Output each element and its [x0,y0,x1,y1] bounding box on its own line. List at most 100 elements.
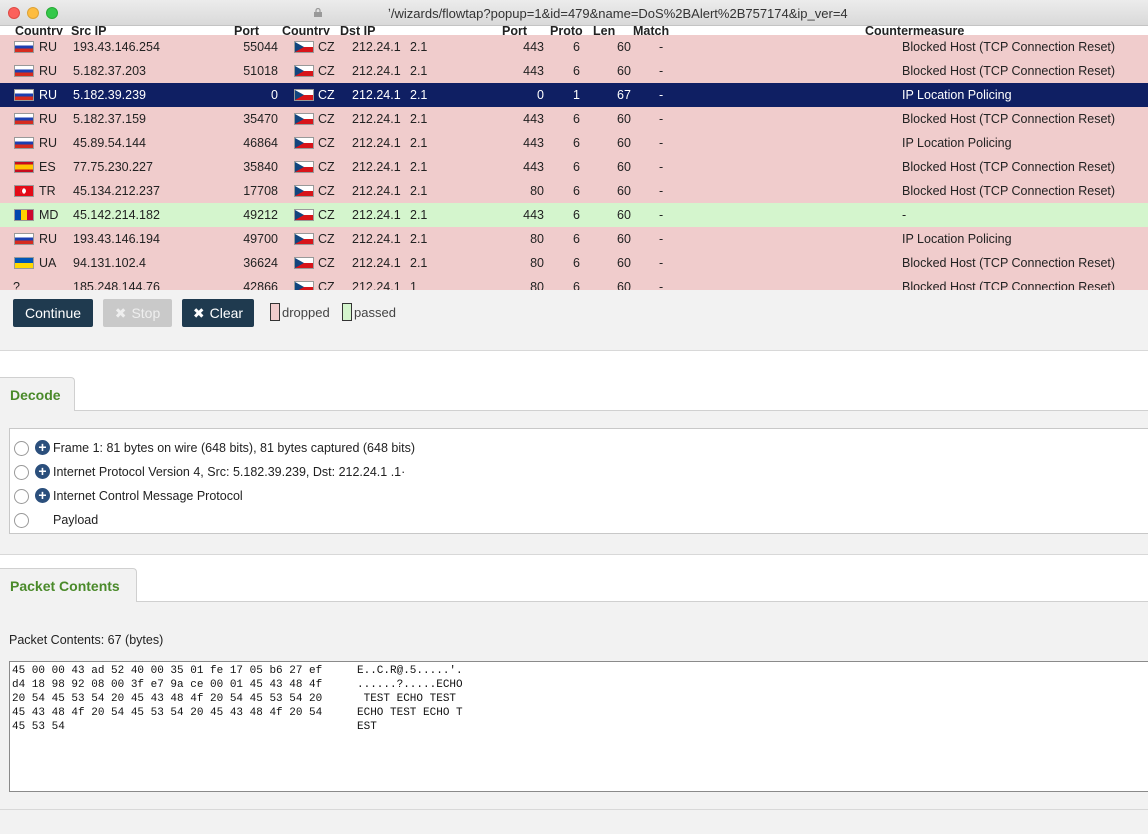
cell-countermeasure: Blocked Host (TCP Connection Reset) [902,256,1116,270]
clear-button[interactable]: ✖ Clear [182,299,254,327]
cell-src-port: 35470 [243,112,278,126]
cell-src-port: 49212 [243,208,278,222]
cell-src-ip: 45.142.214.182 [73,208,160,222]
table-row[interactable]: TR 45.134.212.237 17708 CZ 212.24.1 2.1 80 6 60… [0,179,1148,203]
flag-es-icon [14,161,34,173]
tab-packet-contents[interactable]: Packet Contents [0,568,137,602]
cell-dst-country: CZ [318,280,335,290]
select-radio[interactable] [14,441,29,456]
cell-src-port: 55044 [243,40,278,54]
cell-match: - [659,280,664,290]
zoom-window-button[interactable] [46,7,58,19]
table-row[interactable]: RU 193.43.146.194 49700 CZ 212.24.1 2.1 80 6 60… [0,227,1148,251]
table-row[interactable]: RU 5.182.39.239 0 CZ 212.24.1 2.1 0 1 67 - IP Loc… [0,83,1148,107]
cell-dst-port: 443 [523,136,544,150]
cell-len: 60 [617,64,631,78]
cell-countermeasure: Blocked Host (TCP Connection Reset) [902,184,1116,198]
cell-dst-ip: 212.24.1 [352,112,401,126]
expand-plus-icon[interactable]: + [35,488,50,503]
packet-tab-strip [0,601,1148,661]
hex-ascii: ECHO TEST ECHO T [357,707,463,719]
cell-dst-ip-tail: 2.1 [410,256,428,270]
table-row[interactable]: ES 77.75.230.227 35840 CZ 212.24.1 2.1 443 6 60… [0,155,1148,179]
cell-len: 60 [617,112,631,126]
cell-dst-ip-tail: 2.1 [410,184,428,198]
cell-len: 60 [617,136,631,150]
window-url: ʼ/wizards/flowtap?popup=1&id=479&name=Do… [388,6,848,21]
cell-dst-ip: 212.24.1 [352,136,401,150]
flag-cz-icon [294,65,314,77]
cell-dst-ip: 212.24.1 [352,256,401,270]
decode-item[interactable]: + Internet Control Message Protocol [10,485,1148,505]
cell-proto: 6 [573,160,580,174]
table-row[interactable]: RU 193.43.146.254 55044 CZ 212.24.1 2.1 443 6 6… [0,35,1148,59]
flag-ua-icon [14,257,34,269]
cell-src-country: MD [39,208,59,222]
table-row[interactable]: ? 185.248.144.76 42866 CZ 212.24.1 1 80 6 60 - Blo… [0,275,1148,290]
close-window-button[interactable] [8,7,20,19]
cell-src-country: ? [13,280,20,290]
decode-header-area [0,351,1148,411]
cell-src-country: RU [39,136,58,150]
cell-countermeasure: - [902,208,907,222]
table-row[interactable]: UA 94.131.102.4 36624 CZ 212.24.1 2.1 80 6 60 - B… [0,251,1148,275]
hex-ascii: TEST ECHO TEST [357,693,463,705]
cell-dst-ip-tail: 1 [410,280,417,290]
select-radio[interactable] [14,513,29,528]
cell-dst-country: CZ [318,160,335,174]
clear-x-icon: ✖ [192,304,205,321]
section-divider [0,809,1148,810]
minimize-window-button[interactable] [27,7,39,19]
decode-item-label: Internet Control Message Protocol [53,489,243,503]
cell-match: - [659,256,664,270]
select-radio[interactable] [14,489,29,504]
decode-item[interactable]: Payload [10,509,1148,529]
select-radio[interactable] [14,465,29,480]
cell-countermeasure: Blocked Host (TCP Connection Reset) [902,160,1116,174]
cell-dst-ip-tail: 2.1 [410,232,428,246]
cell-dst-ip-tail: 2.1 [410,40,428,54]
cell-src-port: 0 [271,88,278,102]
flag-cz-icon [294,41,314,53]
cell-dst-country: CZ [318,184,335,198]
table-row[interactable]: RU 45.89.54.144 46864 CZ 212.24.1 2.1 443 6 60 -… [0,131,1148,155]
flag-md-icon [14,209,34,221]
flag-ru-icon [14,89,34,101]
cell-proto: 6 [573,280,580,290]
flag-ru-icon [14,137,34,149]
cell-match: - [659,64,664,78]
continue-label: Continue [24,305,82,321]
tab-decode[interactable]: Decode [0,377,75,411]
decode-item[interactable]: + Internet Protocol Version 4, Src: 5.182… [10,461,1148,481]
cell-src-port: 46864 [243,136,278,150]
cell-len: 60 [617,232,631,246]
hex-bytes: 20 54 45 53 54 20 45 43 48 4f 20 54 45 5… [12,693,323,705]
section-divider [0,350,1148,351]
cell-len: 60 [617,184,631,198]
expand-plus-icon[interactable]: + [35,440,50,455]
cell-src-ip: 185.248.144.76 [73,280,160,290]
stop-button[interactable]: ✖ Stop [103,299,172,327]
cell-dst-port: 80 [530,256,544,270]
cell-dst-country: CZ [318,256,335,270]
table-row[interactable]: RU 5.182.37.203 51018 CZ 212.24.1 2.1 443 6 60 -… [0,59,1148,83]
continue-button[interactable]: Continue [13,299,93,327]
table-row[interactable]: MD 45.142.214.182 49212 CZ 212.24.1 2.1 443 6 6… [0,203,1148,227]
hex-ascii: E..C.R@.5.....'. [357,665,463,677]
cell-proto: 6 [573,256,580,270]
cell-proto: 6 [573,232,580,246]
expand-plus-icon[interactable]: + [35,464,50,479]
cell-src-port: 35840 [243,160,278,174]
stop-label: Stop [131,305,161,321]
cell-dst-country: CZ [318,88,335,102]
flag-ru-icon [14,233,34,245]
section-divider [0,554,1148,555]
cell-match: - [659,40,664,54]
cell-dst-country: CZ [318,208,335,222]
table-row[interactable]: RU 5.182.37.159 35470 CZ 212.24.1 2.1 443 6 60 -… [0,107,1148,131]
hex-dump[interactable]: 45 00 00 43 ad 52 40 00 35 01 fe 17 05 b… [9,661,1148,792]
cell-dst-country: CZ [318,40,335,54]
decode-item[interactable]: + Frame 1: 81 bytes on wire (648 bits), 8… [10,437,1148,457]
packet-table: Country Src IP Port Country Dst IP Port … [0,26,1148,290]
cell-dst-ip: 212.24.1 [352,208,401,222]
